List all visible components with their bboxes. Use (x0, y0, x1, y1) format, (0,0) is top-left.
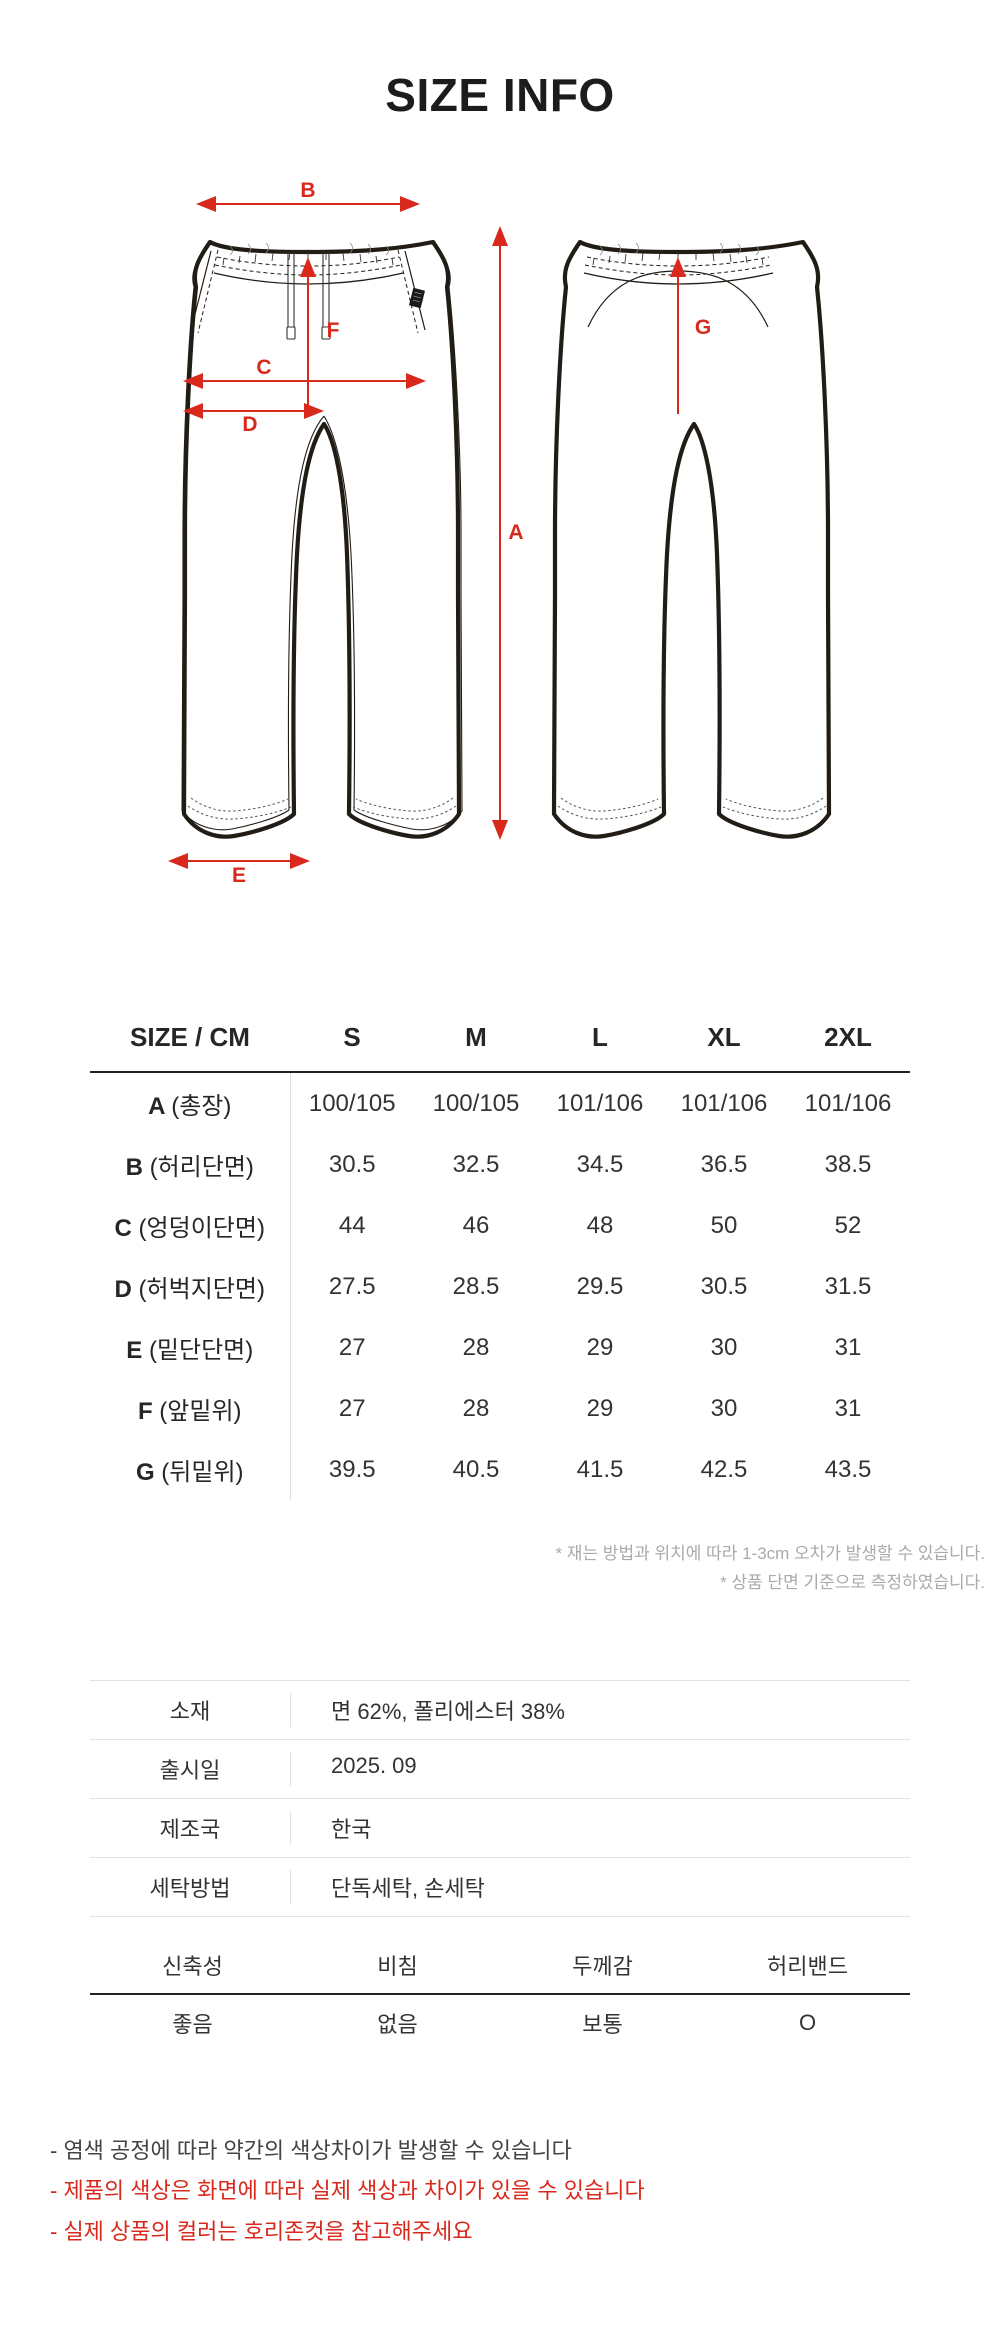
svg-text:G: G (695, 316, 711, 339)
svg-text:E: E (232, 864, 246, 882)
svg-text:B: B (300, 182, 315, 202)
svg-text:D: D (242, 413, 257, 436)
svg-text:A: A (508, 521, 523, 544)
svg-text:F: F (327, 319, 340, 342)
svg-text:C: C (256, 356, 271, 379)
